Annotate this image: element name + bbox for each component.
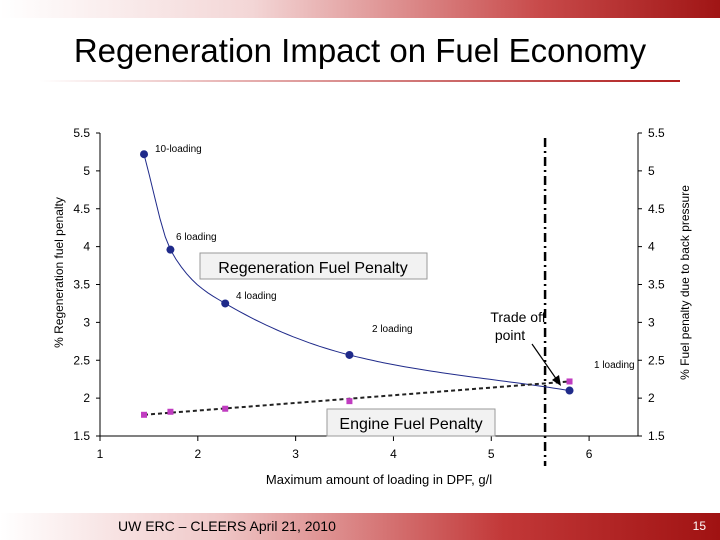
regen-point bbox=[345, 350, 354, 359]
x-tick-label: 4 bbox=[390, 447, 397, 461]
y-tick-label-left: 3 bbox=[83, 315, 90, 329]
y-tick-label-right: 5.5 bbox=[648, 126, 665, 140]
engine-point bbox=[141, 411, 148, 418]
y-tick-label-left: 4 bbox=[83, 240, 90, 254]
regen-point bbox=[565, 386, 574, 395]
y-axis-label-left: % Regeneration fuel penalty bbox=[52, 197, 66, 348]
point-label: 1 loading bbox=[594, 360, 635, 371]
engine-point bbox=[346, 398, 353, 405]
y-tick-label-right: 3.5 bbox=[648, 278, 665, 292]
footer-text: UW ERC – CLEERS April 21, 2010 bbox=[118, 518, 336, 534]
chart-marks bbox=[140, 138, 574, 466]
slide-number: 15 bbox=[692, 519, 706, 533]
regen-point bbox=[140, 150, 149, 159]
regen-point bbox=[166, 245, 175, 254]
point-label: 2 loading bbox=[372, 324, 413, 335]
x-tick-label: 6 bbox=[586, 447, 593, 461]
y-tick-label-left: 3.5 bbox=[73, 278, 90, 292]
y-tick-label-right: 1.5 bbox=[648, 429, 665, 443]
engine-point bbox=[167, 408, 174, 415]
x-tick-label: 5 bbox=[488, 447, 495, 461]
y-tick-label-left: 5.5 bbox=[73, 126, 90, 140]
regen-label-box bbox=[199, 252, 428, 280]
tradeoff-label-line1: Trade off bbox=[490, 309, 545, 325]
y-tick-label-right: 4 bbox=[648, 240, 655, 254]
slide-title: Regeneration Impact on Fuel Economy bbox=[73, 32, 647, 69]
regen-point bbox=[221, 299, 230, 308]
y-tick-label-right: 4.5 bbox=[648, 202, 665, 216]
point-label: 10-loading bbox=[155, 144, 202, 155]
y-axis-label-right: % Fuel penalty due to back pressure bbox=[678, 185, 692, 380]
tradeoff-arrow-shaft bbox=[531, 343, 558, 381]
chart-axes bbox=[96, 132, 642, 441]
regen-series-label: Regeneration Fuel Penalty bbox=[218, 260, 407, 277]
engine-label-box bbox=[326, 408, 496, 437]
tradeoff-arrow-head bbox=[552, 375, 561, 386]
x-axis-label: Maximum amount of loading in DPF, g/l bbox=[266, 472, 492, 487]
bottom-accent-band bbox=[0, 513, 720, 540]
y-tick-label-right: 5 bbox=[648, 164, 655, 178]
point-label: 6 loading bbox=[176, 232, 217, 243]
top-accent-band bbox=[0, 0, 720, 18]
tradeoff-label-line2: point bbox=[495, 327, 525, 343]
engine-point bbox=[222, 405, 229, 412]
y-tick-label-right: 2 bbox=[648, 391, 655, 405]
x-tick-label: 1 bbox=[97, 447, 104, 461]
point-label: 4 loading bbox=[236, 291, 277, 302]
chart-labels: 5.5 5 4.5 4 3.5 3 2.5 2 1.5 5.5 5 4.5 4 3.5 3 2.5 2 1.5 1 2… bbox=[52, 126, 692, 487]
x-tick-label: 3 bbox=[292, 447, 299, 461]
y-tick-label-left: 1.5 bbox=[73, 429, 90, 443]
x-tick-label: 2 bbox=[194, 447, 201, 461]
y-tick-label-left: 5 bbox=[83, 164, 90, 178]
regen-curve bbox=[143, 154, 570, 392]
engine-point bbox=[566, 378, 573, 385]
y-tick-label-left: 2 bbox=[83, 391, 90, 405]
y-tick-label-left: 2.5 bbox=[73, 353, 90, 367]
engine-trend-line bbox=[143, 380, 570, 416]
y-tick-label-left: 4.5 bbox=[73, 202, 90, 216]
y-tick-label-right: 3 bbox=[648, 315, 655, 329]
title-divider bbox=[40, 80, 680, 82]
engine-series-label: Engine Fuel Penalty bbox=[339, 416, 482, 433]
y-tick-label-right: 2.5 bbox=[648, 353, 665, 367]
